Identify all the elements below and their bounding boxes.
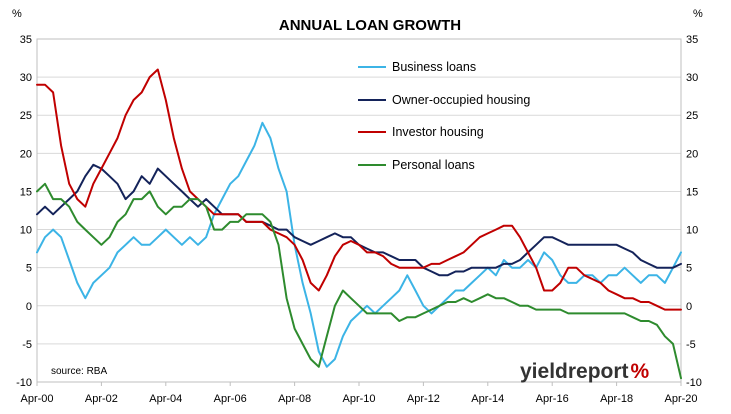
- y-tick-label-left: 0: [26, 301, 32, 313]
- y-tick-label-left: 5: [26, 263, 32, 275]
- legend-label: Owner-occupied housing: [392, 93, 530, 107]
- x-tick-label: Apr-20: [664, 393, 697, 405]
- y-axis-right: 35 30 25 20 15 10 5 0 -5 -10: [686, 34, 702, 389]
- y-tick-label-right: 25: [686, 110, 698, 122]
- series-line: [36, 68, 682, 311]
- x-tick-label: Apr-12: [407, 393, 440, 405]
- legend-label: Investor housing: [392, 125, 484, 139]
- legend: Business loans Owner-occupied housing Inve…: [358, 60, 530, 172]
- x-tick-label: Apr-16: [536, 393, 569, 405]
- x-tick-label: Apr-14: [471, 393, 504, 405]
- brand-text: yieldreport: [520, 360, 629, 383]
- brand-wordmark: yieldreport%: [520, 360, 650, 383]
- series-line: [36, 182, 682, 380]
- y-axis-left: 35 30 25 20 15 10 5 0 -5 -10: [16, 34, 32, 389]
- x-tick-label: Apr-06: [214, 393, 247, 405]
- y-tick-label-left: -5: [22, 339, 32, 351]
- y-tick-label-right: 15: [686, 186, 698, 198]
- x-tick-label: Apr-18: [600, 393, 633, 405]
- x-tick-label: Apr-10: [342, 393, 375, 405]
- x-tick-label: Apr-08: [278, 393, 311, 405]
- y-tick-label-left: 30: [20, 72, 32, 84]
- y-tick-label-left: 15: [20, 186, 32, 198]
- x-tick-label: Apr-00: [20, 393, 53, 405]
- y-tick-label-right: 20: [686, 148, 698, 160]
- y-tick-label-right: 0: [686, 301, 692, 313]
- y-tick-label-left: 35: [20, 34, 32, 46]
- x-tick-label: Apr-04: [149, 393, 182, 405]
- y-unit-right: %: [693, 8, 703, 20]
- y-tick-label-left: 20: [20, 148, 32, 160]
- legend-label: Personal loans: [392, 158, 475, 172]
- x-tick-label: Apr-02: [85, 393, 118, 405]
- brand-percent-symbol: %: [631, 360, 650, 383]
- y-tick-label-right: -5: [686, 339, 696, 351]
- y-tick-label-right: 5: [686, 263, 692, 275]
- source-note: source: RBA: [51, 366, 107, 377]
- y-tick-label-left: 25: [20, 110, 32, 122]
- y-unit-left: %: [12, 8, 22, 20]
- x-axis: Apr-00 Apr-02 Apr-04 Apr-06 Apr-08 Apr-10 Apr-…: [20, 382, 698, 405]
- brand-logo: yieldreport%: [520, 360, 650, 383]
- series-lines: [36, 68, 682, 380]
- chart-title: ANNUAL LOAN GROWTH: [279, 17, 461, 34]
- y-tick-label-right: -10: [686, 377, 702, 389]
- y-tick-label-right: 10: [686, 225, 698, 237]
- y-tick-label-left: 10: [20, 225, 32, 237]
- series-line: [36, 121, 682, 368]
- legend-label: Business loans: [392, 60, 476, 74]
- y-tick-label-right: 30: [686, 72, 698, 84]
- y-tick-label-left: -10: [16, 377, 32, 389]
- y-tick-label-right: 35: [686, 34, 698, 46]
